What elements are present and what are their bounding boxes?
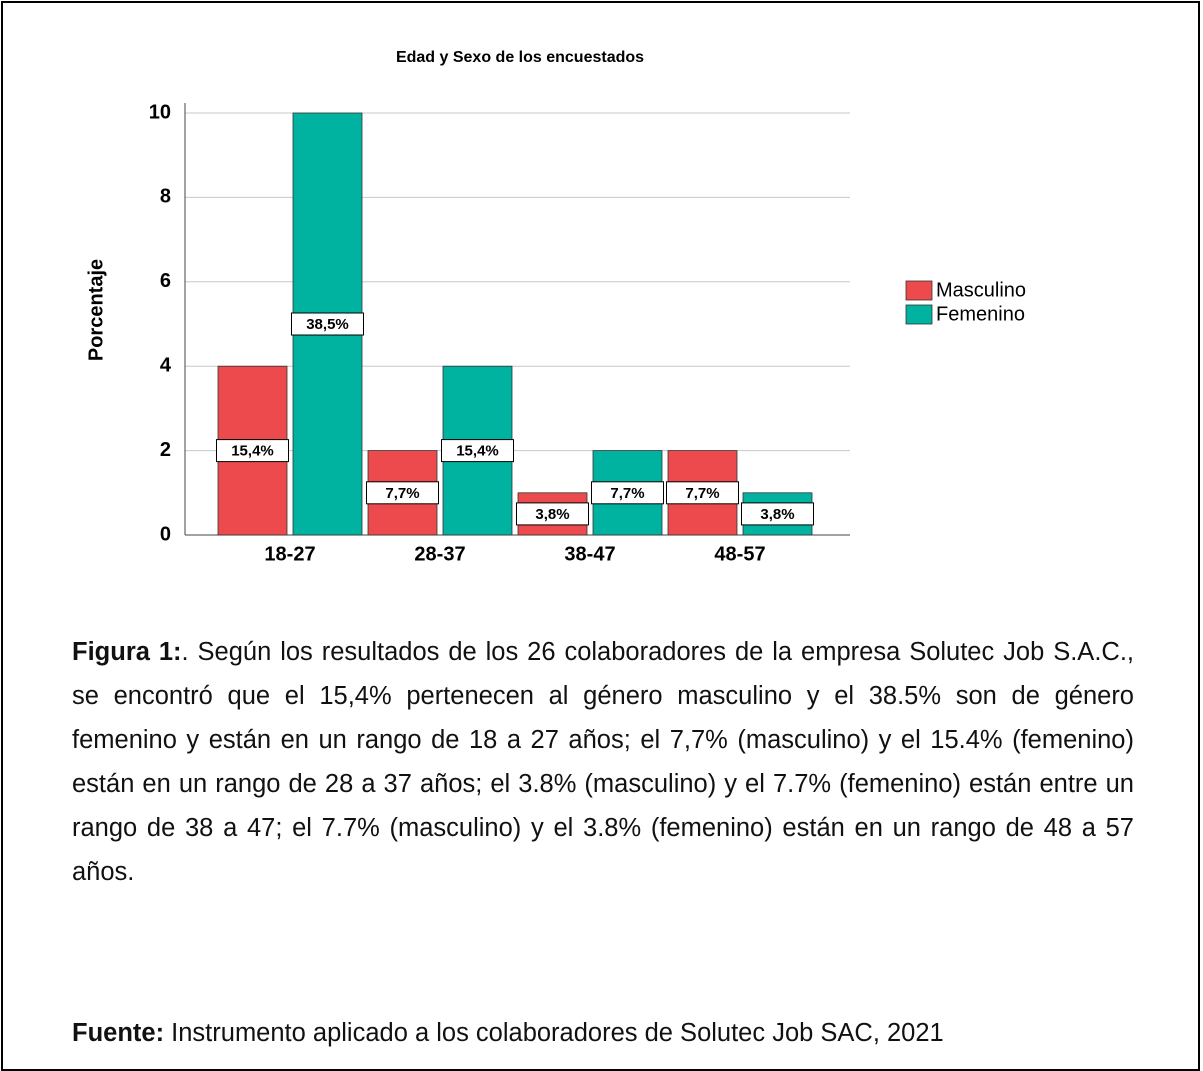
chart-title: Edad y Sexo de los encuestados — [396, 49, 644, 66]
y-tick-label: 2 — [160, 439, 171, 461]
value-label-box — [291, 312, 364, 336]
caption-text: . Según los resultados de los 26 colabor… — [72, 638, 1134, 886]
value-label: 15,4% — [231, 443, 274, 460]
value-label: 38,5% — [306, 316, 349, 333]
caption-label: Figura 1: — [72, 638, 182, 666]
value-label: 15,4% — [456, 443, 499, 460]
chart: Edad y Sexo de los encuestados Porcentaj… — [85, 49, 1026, 565]
value-label-box — [741, 502, 814, 526]
legend-swatch — [905, 280, 933, 301]
value-label-box — [666, 481, 739, 505]
y-tick-label: 10 — [149, 101, 171, 123]
legend-label: Masculino — [936, 279, 1026, 301]
value-label: 7,7% — [385, 485, 419, 502]
x-tick-label: 48-57 — [714, 543, 765, 565]
y-tick-label: 6 — [160, 270, 171, 292]
value-label: 7,7% — [610, 485, 644, 502]
source: Fuente: Instrumento aplicado a los colab… — [72, 1011, 1134, 1055]
legend-label: Femenino — [936, 303, 1025, 325]
value-label: 3,8% — [760, 506, 794, 523]
value-label-box — [516, 502, 589, 526]
caption: Figura 1:. Según los resultados de los 2… — [72, 630, 1134, 894]
y-tick-label: 4 — [160, 354, 172, 376]
y-axis-label: Porcentaje — [85, 259, 107, 361]
value-label: 7,7% — [685, 485, 719, 502]
legend-swatch — [905, 304, 933, 325]
value-label-box — [216, 439, 289, 463]
x-tick-label: 18-27 — [264, 543, 315, 565]
value-label-box — [591, 481, 664, 505]
y-tick-label: 8 — [160, 186, 171, 208]
value-label: 3,8% — [535, 506, 569, 523]
value-label-box — [366, 481, 439, 505]
x-tick-label: 38-47 — [564, 543, 615, 565]
value-label-box — [441, 439, 514, 463]
y-tick-label: 0 — [160, 523, 171, 545]
x-tick-label: 28-37 — [414, 543, 465, 565]
source-label: Fuente: — [72, 1019, 165, 1047]
source-text: Instrumento aplicado a los colaboradores… — [164, 1019, 944, 1047]
